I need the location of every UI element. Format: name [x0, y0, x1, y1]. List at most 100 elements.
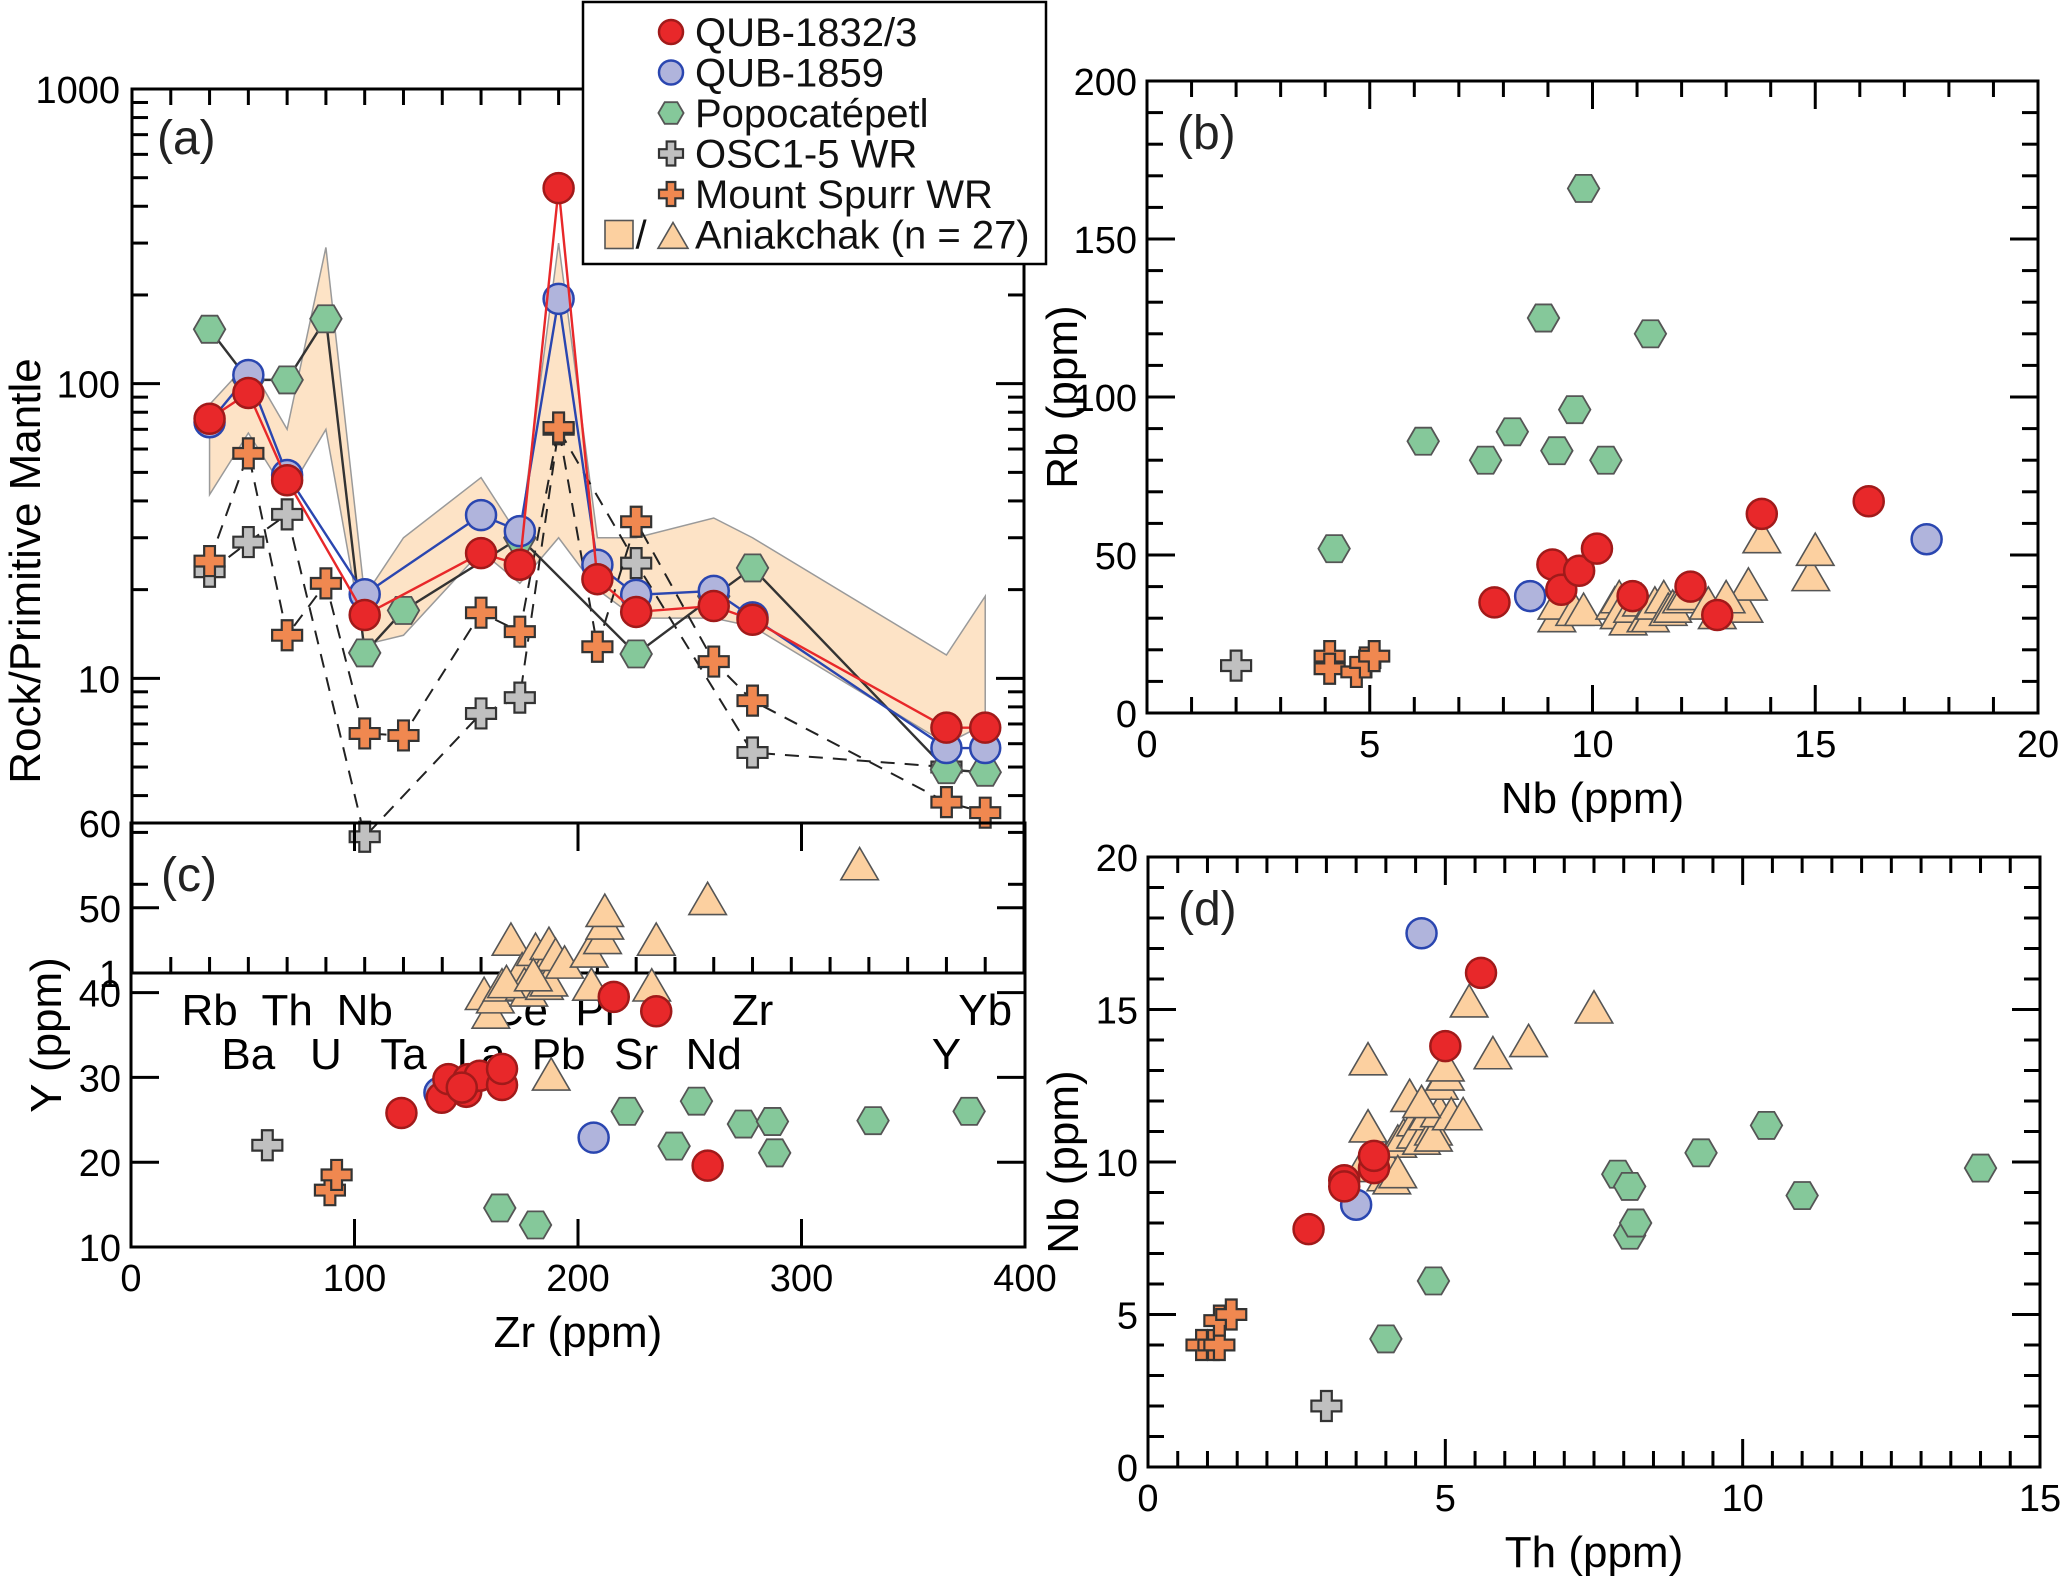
- data-point: [1406, 426, 1441, 456]
- legend-triangle-icon: [656, 220, 690, 250]
- data-point: [952, 1096, 986, 1126]
- data-point: [1589, 445, 1623, 475]
- data-point: [1526, 303, 1561, 333]
- x-category-label: Nb: [337, 986, 393, 1035]
- series-osc1-5-wr: [1220, 649, 1253, 682]
- data-point: [347, 638, 382, 668]
- data-point: [464, 596, 498, 629]
- data-point: [251, 1129, 284, 1162]
- legend-hexagon-icon: [657, 101, 685, 125]
- data-point: [636, 921, 677, 957]
- data-point: [1448, 983, 1490, 1018]
- data-point: [232, 376, 265, 410]
- panel-label: (d): [1178, 883, 1237, 936]
- y-tick-label: 150: [1074, 220, 1137, 262]
- series-qub-1832-3: [385, 980, 724, 1182]
- y-tick-label: 100: [57, 365, 120, 407]
- data-point: [348, 598, 381, 632]
- data-point: [755, 1107, 790, 1136]
- data-point: [1557, 395, 1592, 425]
- data-point: [270, 365, 304, 395]
- data-point: [697, 645, 730, 678]
- y-tick-label: 30: [79, 1058, 121, 1100]
- data-point: [584, 892, 625, 928]
- data-point: [735, 553, 770, 583]
- data-point: [1741, 518, 1782, 554]
- x-tick-label: 300: [770, 1258, 833, 1300]
- data-point: [192, 314, 227, 344]
- legend-label: Aniakchak (n = 27): [695, 214, 1030, 258]
- x-category-label: Sr: [614, 1030, 658, 1079]
- series-qub-1859: [1339, 917, 1438, 1221]
- data-point: [271, 498, 304, 531]
- data-point: [1401, 1083, 1442, 1119]
- data-point: [619, 639, 653, 669]
- data-point: [1563, 591, 1604, 627]
- series-qub-1832-3: [1478, 485, 1885, 632]
- data-point: [542, 282, 575, 316]
- data-point: [1790, 556, 1831, 592]
- x-tick-label: 0: [1136, 724, 1157, 766]
- y-tick-label: 50: [79, 889, 121, 931]
- legend-separator: /: [635, 214, 647, 258]
- y-axis-title: Nb (ppm): [1039, 1070, 1088, 1253]
- data-point: [1220, 649, 1253, 682]
- data-point: [1416, 1266, 1451, 1296]
- data-point: [619, 595, 653, 629]
- legend-cross-icon: [657, 180, 685, 208]
- data-point: [518, 1210, 553, 1240]
- data-point: [485, 1052, 519, 1086]
- data-point: [1313, 652, 1346, 685]
- series-mount-spurr-wr: [1185, 1298, 1248, 1362]
- y-tick-label: 60: [79, 804, 121, 846]
- data-point: [542, 411, 575, 444]
- legend-box: [581, 0, 1048, 266]
- series-osc1-5-wr: [251, 1129, 284, 1162]
- series-aniakchak-n-27-: [1341, 983, 1615, 1195]
- x-axis-title: Th (ppm): [1505, 1528, 1683, 1577]
- x-tick-label: 10: [1722, 1478, 1764, 1520]
- data-point: [1728, 566, 1769, 601]
- data-point: [348, 717, 381, 750]
- data-point: [1618, 1208, 1653, 1238]
- data-point: [1795, 531, 1836, 567]
- data-point: [1292, 1212, 1325, 1246]
- data-point: [930, 711, 963, 744]
- x-category-label: Rb: [181, 986, 237, 1035]
- data-point: [687, 880, 728, 916]
- data-point: [620, 505, 653, 538]
- series-mount-spurr-wr: [193, 411, 1002, 829]
- data-point: [839, 845, 880, 881]
- y-tick-label: 40: [79, 974, 121, 1016]
- y-tick-label: 200: [1074, 62, 1137, 104]
- data-point: [968, 711, 1002, 744]
- legend-label: QUB-1859: [695, 52, 884, 96]
- data-point: [503, 514, 537, 548]
- panel-c-axes: 0 100 200 300 400 10 20 30 40 50 60: [79, 804, 1057, 1300]
- data-point: [1562, 554, 1596, 588]
- data-point: [1405, 917, 1438, 950]
- data-point: [581, 630, 614, 663]
- x-tick-label: 0: [120, 1258, 141, 1300]
- y-tick-label: 1: [99, 954, 120, 996]
- data-point: [736, 736, 769, 769]
- panel-label: (b): [1177, 107, 1236, 160]
- data-point: [482, 1193, 517, 1223]
- legend-circle-icon: [657, 18, 685, 46]
- y-tick-label: 1000: [35, 70, 120, 112]
- y-tick-label: 10: [78, 659, 120, 701]
- data-point: [1472, 1034, 1514, 1070]
- data-point: [856, 1106, 890, 1136]
- data-point: [503, 681, 536, 714]
- data-point: [1327, 1170, 1361, 1203]
- data-point: [387, 719, 420, 752]
- data-point: [1633, 319, 1668, 349]
- series-qub-1859: [1513, 522, 1943, 613]
- data-point: [1616, 579, 1649, 613]
- legend-label: OSC1-5 WR: [695, 133, 917, 177]
- series-line: [208, 426, 947, 839]
- data-point: [679, 1086, 714, 1116]
- data-point: [309, 567, 343, 600]
